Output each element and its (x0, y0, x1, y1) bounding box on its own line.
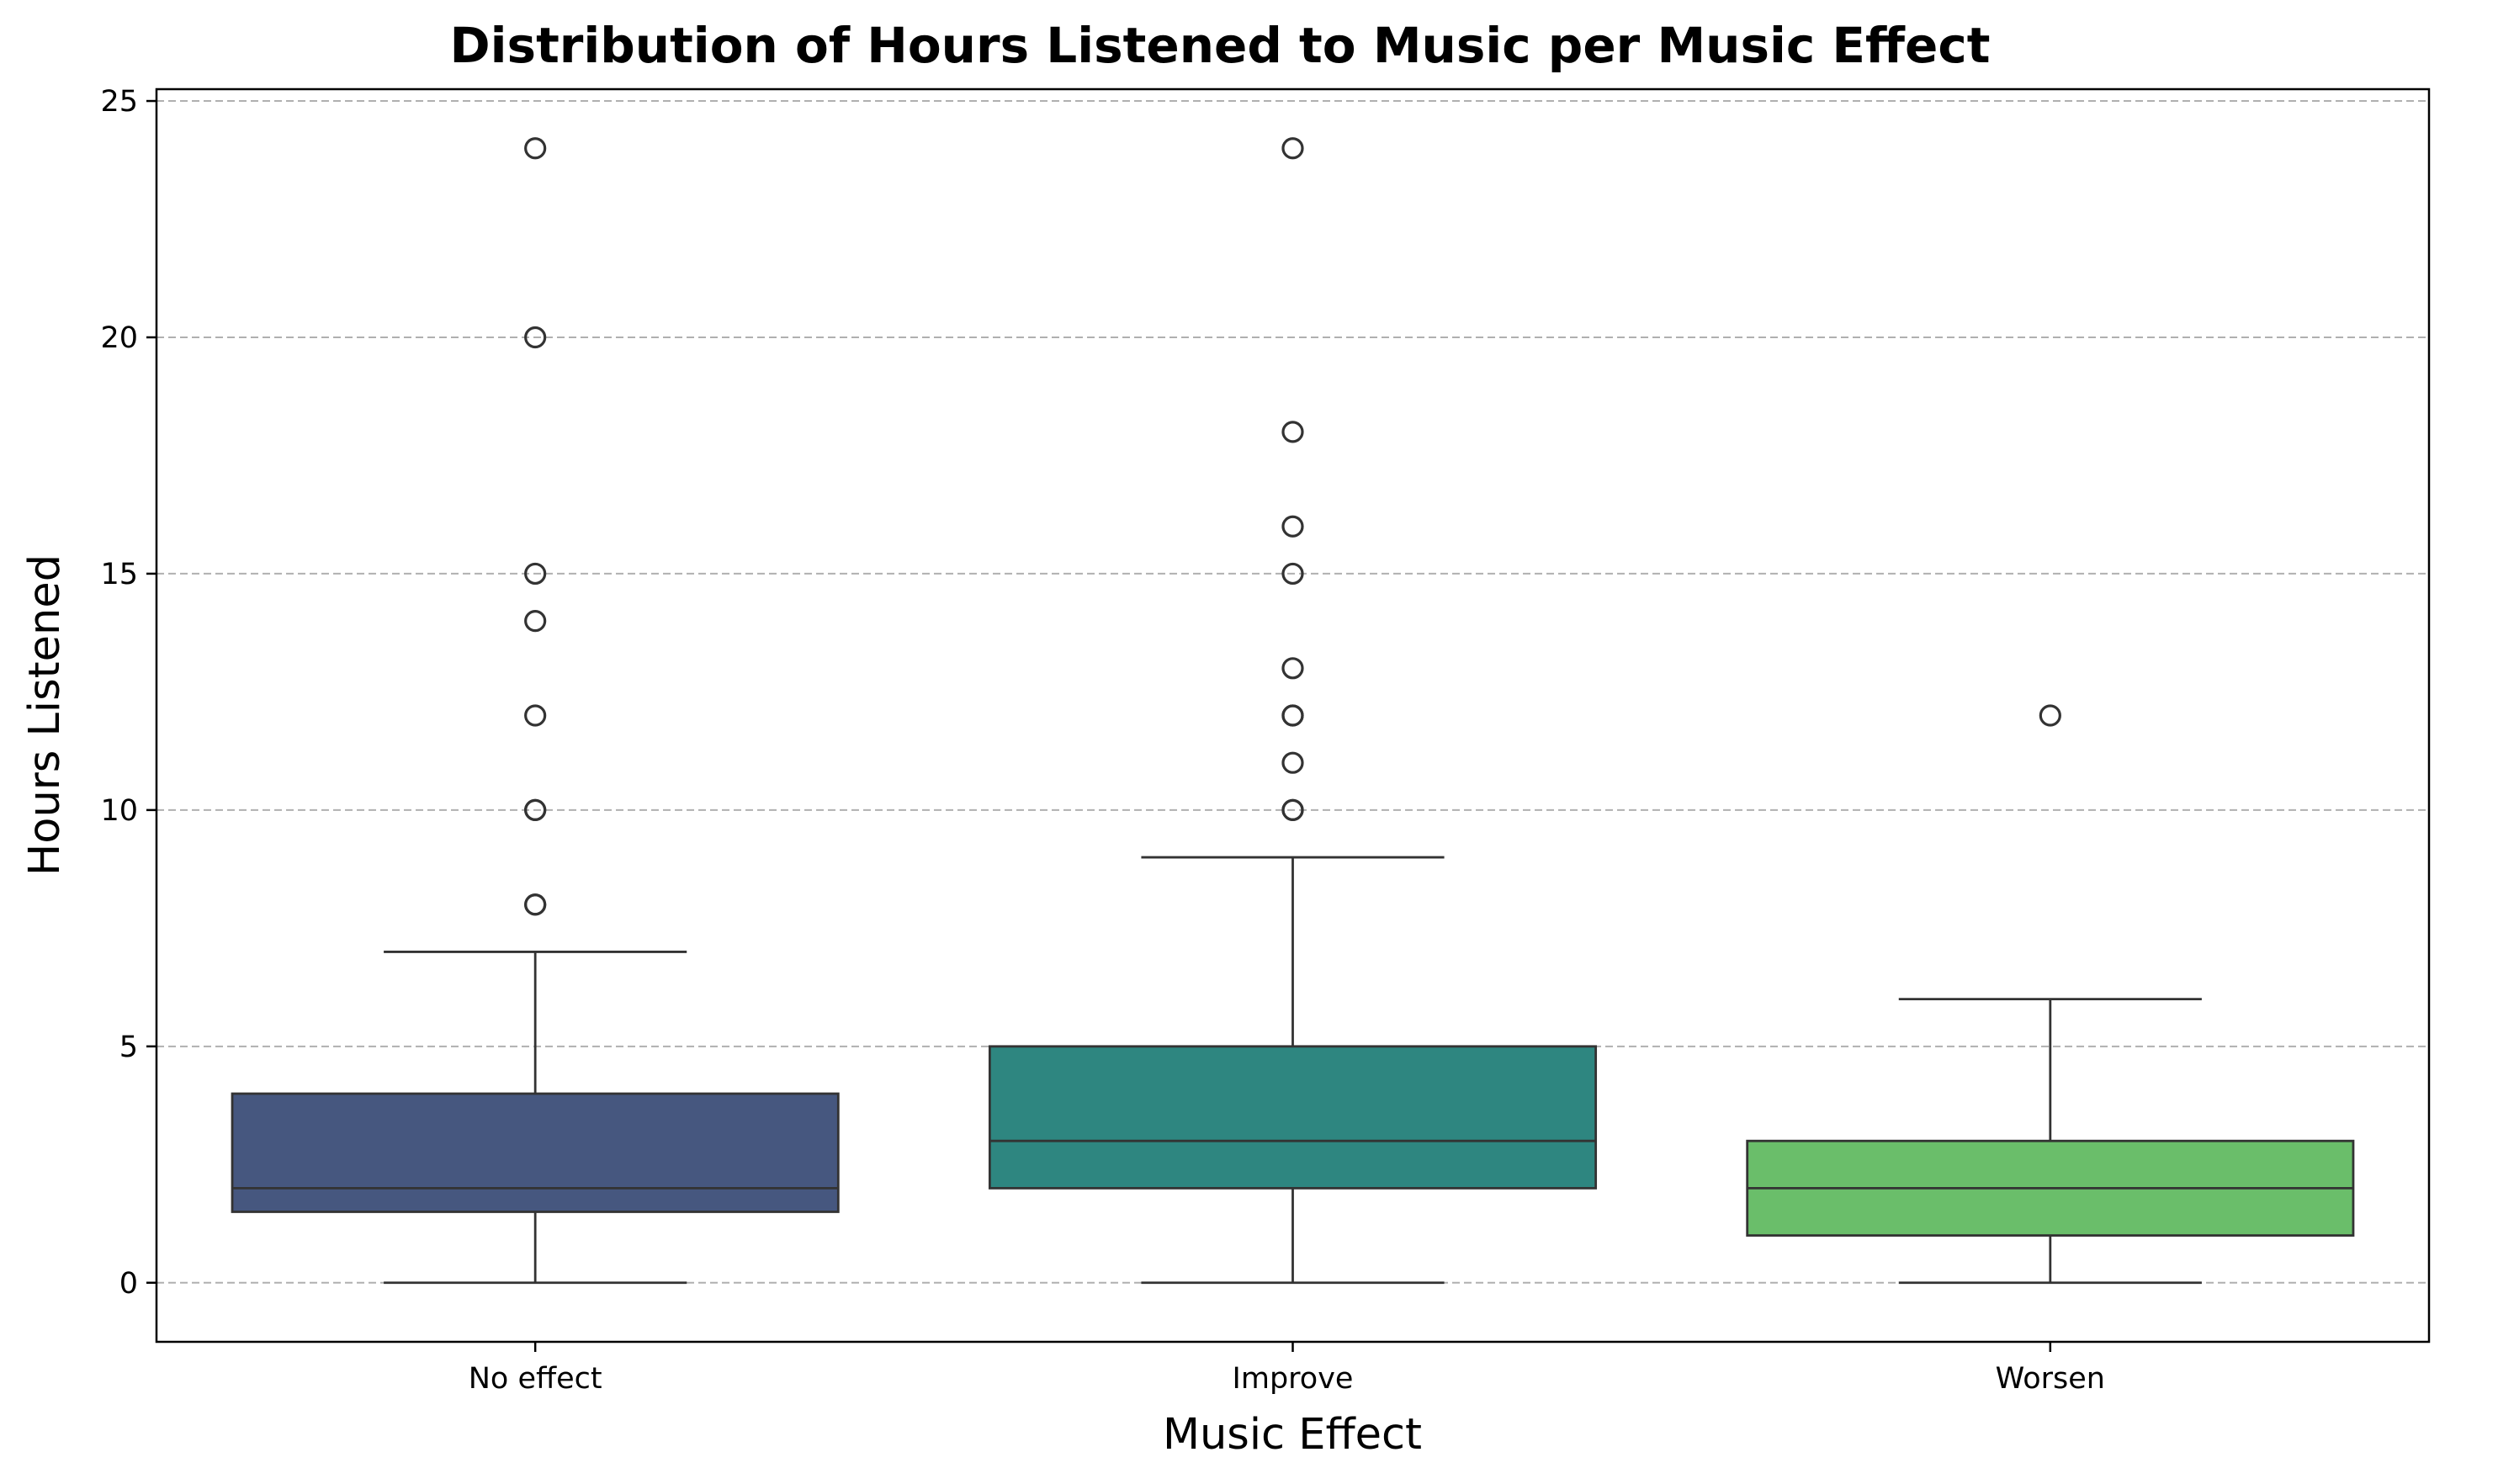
outlier-point (524, 798, 547, 821)
outlier-point (1281, 137, 1304, 160)
outlier-point (1281, 421, 1304, 443)
chart-title: Distribution of Hours Listened to Music … (450, 17, 1991, 74)
outlier-point (524, 893, 547, 916)
y-axis-label: Hours Listened (20, 554, 70, 876)
outlier-point (2039, 704, 2061, 727)
outlier-point (524, 137, 547, 160)
outlier-point (524, 610, 547, 633)
plot-frame (155, 87, 2431, 1344)
box-group-worsen (1746, 704, 2355, 1285)
outlier-point (524, 562, 547, 586)
outlier-point (1281, 751, 1304, 774)
outlier-point (524, 704, 547, 727)
iqr-box (988, 1045, 1598, 1190)
y-tick-label: 0 (119, 1267, 138, 1301)
outlier-point (1281, 798, 1304, 821)
boxes (231, 137, 2355, 1285)
outlier-point (524, 326, 547, 349)
x-tick-label: Improve (1233, 1362, 1354, 1396)
y-tick-label: 5 (119, 1031, 138, 1064)
y-tick-label: 15 (100, 558, 138, 591)
y-tick-label: 20 (100, 321, 138, 355)
y-tick-label: 25 (100, 85, 138, 119)
x-axis-label: Music Effect (1163, 1410, 1422, 1460)
outlier-point (1281, 704, 1304, 727)
outlier-point (1281, 657, 1304, 680)
iqr-box (231, 1092, 840, 1213)
box-group-no-effect (231, 137, 840, 1285)
ticks: 0 5 10 15 20 25 No effect Improve Worsen (100, 85, 2105, 1396)
x-tick-label: Worsen (1996, 1362, 2105, 1396)
x-tick-label: No effect (469, 1362, 602, 1396)
y-tick-label: 10 (100, 794, 138, 828)
outlier-point (1281, 515, 1304, 538)
box-group-improve (988, 137, 1598, 1285)
outlier-point (1281, 562, 1304, 586)
